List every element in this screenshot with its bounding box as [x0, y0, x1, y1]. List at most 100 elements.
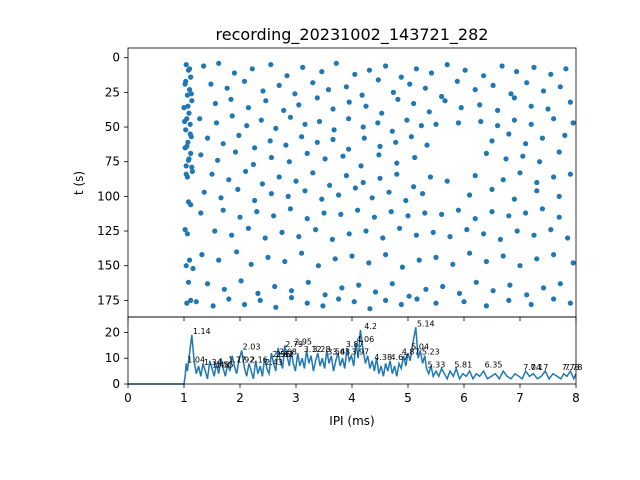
- raster-point: [183, 78, 189, 84]
- raster-point: [514, 69, 520, 75]
- raster-point: [567, 99, 574, 105]
- raster-point: [517, 170, 523, 176]
- raster-point: [352, 71, 358, 77]
- raster-point: [238, 278, 244, 284]
- raster-point: [537, 159, 543, 165]
- raster-point: [481, 73, 487, 79]
- raster-point: [285, 193, 291, 199]
- raster-point: [399, 264, 405, 270]
- raster-point: [310, 80, 316, 86]
- peak-label: 4.67: [391, 353, 409, 362]
- raster-point: [556, 149, 562, 155]
- raster-point: [528, 103, 534, 109]
- raster-point: [551, 174, 557, 180]
- raster-point: [455, 207, 461, 213]
- raster-point: [403, 197, 409, 204]
- raster-point: [201, 189, 207, 195]
- raster-point: [316, 118, 323, 125]
- raster-point: [424, 142, 430, 148]
- histogram-x-tick-label: 6: [460, 391, 468, 405]
- raster-point: [189, 164, 195, 170]
- raster-point: [338, 211, 344, 217]
- peak-label: 1.34: [204, 358, 222, 367]
- raster-point: [427, 174, 433, 180]
- raster-point: [440, 283, 446, 290]
- peak-label: 1.55: [216, 361, 234, 370]
- raster-point: [456, 290, 463, 296]
- raster-point: [226, 296, 232, 302]
- raster-point: [267, 138, 273, 144]
- raster-point: [442, 98, 448, 104]
- raster-point: [551, 116, 557, 122]
- raster-point: [208, 81, 214, 87]
- raster-ylabel: t (s): [72, 171, 86, 195]
- raster-point: [314, 95, 320, 101]
- raster-point: [352, 185, 358, 191]
- histogram-x-tick-label: 3: [292, 391, 300, 405]
- raster-point: [540, 285, 547, 291]
- raster-point: [346, 146, 352, 152]
- raster-point: [506, 297, 512, 303]
- peak-label: 2.62: [276, 350, 294, 359]
- raster-point: [237, 214, 243, 220]
- raster-point: [406, 293, 412, 299]
- raster-point: [422, 210, 428, 216]
- raster-point: [380, 235, 386, 241]
- raster-y-tick-label: 25: [105, 85, 120, 99]
- histogram-x-tick-label: 0: [124, 391, 132, 405]
- raster-point: [319, 69, 325, 75]
- raster-point: [495, 123, 501, 129]
- raster-point: [268, 154, 274, 161]
- raster-point: [507, 282, 513, 288]
- raster-point: [189, 98, 195, 104]
- raster-point: [212, 228, 218, 234]
- peak-label: 1.04: [187, 355, 205, 364]
- raster-point: [183, 127, 189, 133]
- raster-point: [557, 281, 563, 287]
- raster-point: [404, 117, 410, 123]
- raster-point: [322, 156, 328, 162]
- raster-point: [336, 192, 342, 198]
- raster-point: [394, 171, 400, 177]
- raster-point: [428, 70, 435, 76]
- peak-label: 5.23: [422, 348, 440, 357]
- raster-point: [551, 296, 557, 302]
- histogram-x-ticks: 0 1 2 3 4 5 6 7 8: [124, 384, 580, 405]
- raster-point: [524, 292, 530, 298]
- raster-point: [343, 84, 349, 90]
- raster-point: [462, 67, 468, 73]
- raster-point: [497, 236, 503, 242]
- raster-point: [186, 110, 192, 116]
- histogram-x-tick-label: 8: [572, 391, 580, 405]
- raster-point: [254, 209, 260, 215]
- raster-point: [413, 66, 419, 72]
- peak-label: 7.17: [531, 363, 549, 372]
- raster-point: [412, 154, 418, 161]
- raster-point: [461, 299, 467, 305]
- histogram-x-tick-label: 1: [180, 391, 188, 405]
- raster-y-tick-label: 75: [105, 155, 120, 169]
- raster-point: [234, 249, 240, 255]
- raster-point: [473, 279, 479, 285]
- raster-point: [420, 191, 426, 197]
- raster-y-tick-label: 175: [97, 293, 120, 307]
- raster-point: [229, 232, 235, 238]
- raster-point: [366, 67, 372, 73]
- raster-point: [249, 66, 255, 72]
- raster-point: [570, 120, 576, 126]
- peak-label: 4.87: [402, 348, 420, 357]
- raster-point: [302, 121, 308, 127]
- ipi-peak-labels: 1.14 1.041.341.481.551.771.92 2.03 2.162.43…: [187, 319, 582, 372]
- raster-point: [213, 120, 220, 126]
- raster-point: [186, 156, 192, 162]
- raster-point: [478, 118, 484, 125]
- raster-point: [351, 299, 357, 305]
- raster-point: [299, 250, 305, 256]
- peak-label: 3.54: [327, 348, 345, 357]
- raster-point: [398, 301, 404, 308]
- peak-label: 2.79: [285, 340, 303, 349]
- raster-point: [367, 306, 373, 312]
- raster-point: [447, 234, 453, 240]
- raster-point: [363, 103, 369, 109]
